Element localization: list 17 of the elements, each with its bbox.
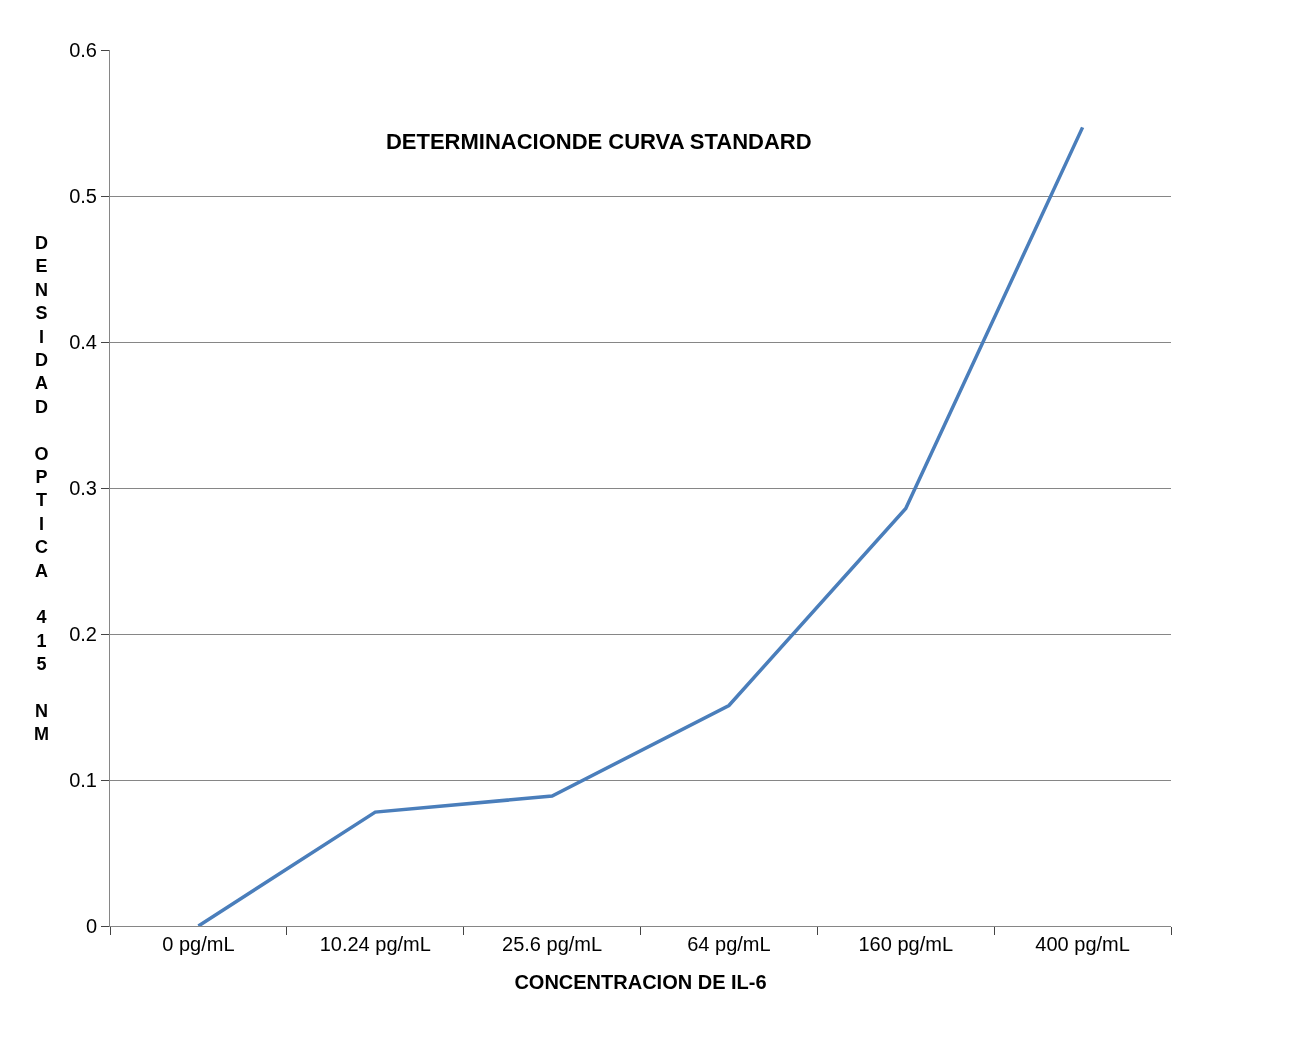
x-tick-label: 400 pg/mL xyxy=(1035,933,1130,955)
x-axis-title: CONCENTRACION DE IL-6 xyxy=(514,970,767,993)
text: DETERMINACIONDE CURVA STANDARD xyxy=(385,128,812,154)
y-tick-label: 0.5 xyxy=(69,185,97,207)
x-tick-label: 25.6 pg/mL xyxy=(502,933,603,955)
x-tick-label: 10.24 pg/mL xyxy=(319,933,431,955)
y-tick-label: 0 xyxy=(85,915,97,937)
y-tick-label: 0.2 xyxy=(69,623,97,645)
line-series xyxy=(196,125,1085,926)
x-tick-label: 160 pg/mL xyxy=(858,933,954,955)
x-tick-label: 64 pg/mL xyxy=(687,933,771,955)
x-tick-label: 0 pg/mL xyxy=(162,933,235,955)
y-tick-label: 0.4 xyxy=(69,331,97,353)
text: DENSIDAD OPTICA 415 NM xyxy=(34,233,49,745)
y-tick-label: 0.1 xyxy=(69,769,97,791)
y-tick-label: 0.3 xyxy=(69,477,97,499)
y-tick-label: 0.6 xyxy=(69,39,97,61)
